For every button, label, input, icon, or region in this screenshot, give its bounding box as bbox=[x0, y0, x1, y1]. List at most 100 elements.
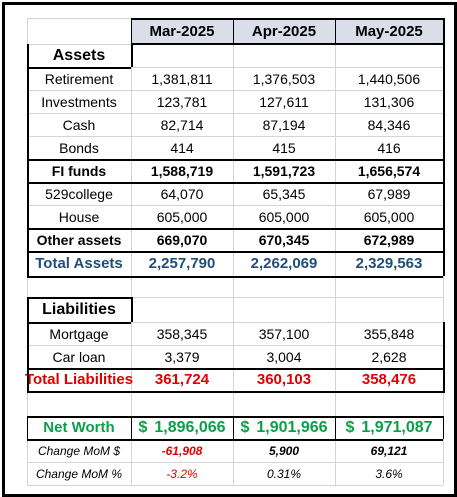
total-assets-value: 2,257,790 bbox=[148, 255, 216, 272]
total-assets-border-top bbox=[27, 251, 443, 253]
change-dollar-value: 5,900 bbox=[268, 443, 300, 458]
fi-funds-border-bottom bbox=[27, 182, 443, 184]
header-border-bottom bbox=[131, 43, 443, 45]
total-liabilities-border-bottom bbox=[27, 391, 443, 393]
other-assets-value: 672,989 bbox=[363, 231, 415, 248]
net-worth-amount: 1,971,087 bbox=[361, 418, 433, 436]
net-worth-border-side bbox=[443, 416, 444, 439]
sheet-gridline bbox=[27, 345, 443, 346]
sheet-gridline bbox=[27, 113, 443, 114]
sheet-gridline bbox=[27, 67, 443, 68]
asset-row-label: Bonds bbox=[59, 139, 99, 156]
change-dollar-value: 69,121 bbox=[370, 443, 408, 458]
sheet-gridline bbox=[27, 322, 443, 323]
liability-row-value: 3,004 bbox=[266, 348, 302, 365]
asset-row-value: 84,346 bbox=[367, 116, 411, 133]
month-header: May-2025 bbox=[335, 18, 443, 44]
net-worth-value: $1,896,066 bbox=[131, 416, 233, 439]
fi-funds-value: 1,656,574 bbox=[357, 162, 421, 179]
total-assets-value: 2,262,069 bbox=[250, 255, 318, 272]
total-liabilities-value: 358,476 bbox=[361, 371, 417, 388]
sheet-gridline bbox=[27, 136, 443, 137]
asset-row-value: 1,440,506 bbox=[357, 70, 421, 87]
liabilities-section-label: Liabilities bbox=[42, 300, 116, 318]
liabilities-left-border bbox=[27, 297, 29, 393]
net-worth-amount: 1,901,966 bbox=[256, 418, 328, 436]
assets-right-border bbox=[443, 18, 445, 276]
sheet-gridline bbox=[27, 485, 443, 486]
change-pct-value: 3.6% bbox=[375, 466, 403, 481]
net-worth-border-side bbox=[335, 416, 336, 439]
liability-row-label: Mortgage bbox=[49, 325, 109, 342]
change-pct-value: -3.2% bbox=[166, 466, 198, 481]
asset-row-value: 416 bbox=[377, 139, 401, 156]
change-dollar-label: Change MoM $ bbox=[37, 443, 121, 458]
asset-row-value: 131,306 bbox=[363, 93, 415, 110]
net-worth-border-side bbox=[27, 416, 28, 439]
liabilities-label-top bbox=[27, 297, 131, 299]
asset-row-value: 414 bbox=[170, 139, 194, 156]
assets-label-right-border bbox=[131, 44, 133, 67]
asset-row-label: Cash bbox=[62, 116, 96, 133]
net-worth-border-side bbox=[233, 416, 234, 439]
net-worth-value: $1,901,966 bbox=[233, 416, 335, 439]
other-row-label: 529college bbox=[45, 185, 113, 202]
fi-funds-value: 1,591,723 bbox=[252, 162, 316, 179]
asset-row-value: 123,781 bbox=[156, 93, 208, 110]
asset-row-label: Investments bbox=[41, 93, 117, 110]
currency-symbol: $ bbox=[138, 418, 148, 436]
other-row-value: 67,989 bbox=[367, 185, 411, 202]
other-assets-value: 669,070 bbox=[156, 231, 208, 248]
header-border-top bbox=[131, 18, 443, 20]
asset-row-value: 1,381,811 bbox=[151, 70, 213, 87]
other-row-value: 64,070 bbox=[160, 185, 204, 202]
asset-row-value: 415 bbox=[272, 139, 296, 156]
other-assets-border-top bbox=[27, 228, 443, 230]
total-assets-border-bottom bbox=[27, 276, 443, 278]
sheet-gridline bbox=[27, 205, 443, 206]
net-worth-border-side bbox=[131, 416, 132, 439]
total-assets-value: 2,329,563 bbox=[355, 255, 423, 272]
total-liabilities-value: 361,724 bbox=[154, 371, 210, 388]
asset-row-label: Retirement bbox=[44, 70, 114, 87]
liability-row-value: 358,345 bbox=[156, 325, 208, 342]
header-border-side bbox=[131, 18, 132, 44]
sheet-gridline bbox=[27, 462, 443, 463]
net-worth-value: $1,971,087 bbox=[335, 416, 443, 439]
header-border-side bbox=[233, 18, 234, 44]
assets-section-label: Assets bbox=[52, 46, 106, 64]
asset-row-value: 1,376,503 bbox=[252, 70, 316, 87]
sheet-gridline bbox=[27, 297, 443, 298]
net-worth-border-bottom bbox=[27, 439, 443, 441]
fi-funds-value: 1,588,719 bbox=[150, 162, 214, 179]
liability-row-value: 357,100 bbox=[258, 325, 310, 342]
total-assets-label: Total Assets bbox=[35, 255, 123, 272]
other-row-value: 605,000 bbox=[258, 208, 310, 225]
header-border-side bbox=[335, 18, 336, 44]
change-pct-value: 0.31% bbox=[266, 466, 302, 481]
assets-left-border bbox=[27, 44, 29, 276]
liability-row-value: 3,379 bbox=[164, 348, 200, 365]
liability-row-value: 355,848 bbox=[363, 325, 415, 342]
other-assets-value: 670,345 bbox=[258, 231, 310, 248]
fi-funds-border-top bbox=[27, 159, 443, 161]
net-worth-label: Net Worth bbox=[43, 419, 115, 436]
net-worth-border-top bbox=[27, 416, 443, 418]
net-worth-amount: 1,896,066 bbox=[154, 418, 226, 436]
fi-funds-label: FI funds bbox=[51, 162, 107, 179]
liabilities-label-right-border bbox=[131, 297, 133, 322]
other-assets-label: Other assets bbox=[36, 231, 122, 248]
change-pct-label: Change MoM % bbox=[35, 466, 123, 481]
currency-symbol: $ bbox=[345, 418, 355, 436]
change-dollar-value: -61,908 bbox=[161, 443, 203, 458]
total-liabilities-label: Total Liabilities bbox=[24, 371, 134, 388]
asset-row-value: 127,611 bbox=[259, 93, 309, 110]
other-row-value: 605,000 bbox=[363, 208, 415, 225]
asset-row-value: 82,714 bbox=[160, 116, 204, 133]
currency-symbol: $ bbox=[240, 418, 250, 436]
month-header: Apr-2025 bbox=[233, 18, 335, 44]
other-row-label: House bbox=[58, 208, 100, 225]
liability-row-label: Car loan bbox=[52, 348, 106, 365]
liability-row-value: 2,628 bbox=[371, 348, 407, 365]
